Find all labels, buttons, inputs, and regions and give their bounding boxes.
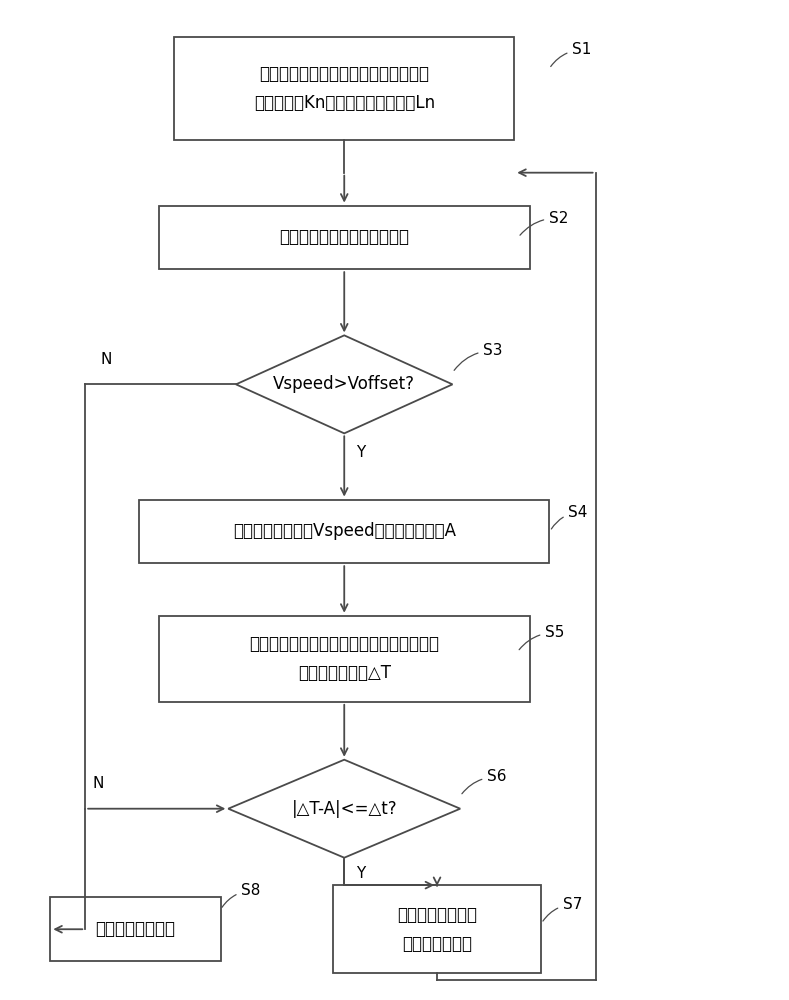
Text: N: N	[93, 776, 104, 791]
Text: Y: Y	[356, 866, 365, 881]
Text: N: N	[101, 352, 112, 367]
Text: S7: S7	[543, 897, 582, 921]
Text: S3: S3	[454, 343, 503, 370]
Bar	[50, 897, 221, 961]
Text: 计算汽车自动空调的吹风模式: 计算汽车自动空调的吹风模式	[279, 228, 409, 246]
Text: 根据发动机的转速Vspeed计算行程增强值A: 根据发动机的转速Vspeed计算行程增强值A	[233, 522, 456, 540]
Text: S8: S8	[222, 883, 261, 907]
Text: Y: Y	[356, 445, 365, 460]
Text: S6: S6	[462, 769, 507, 794]
Bar	[333, 885, 541, 973]
Text: 当前检测的出风温: 当前检测的出风温	[397, 906, 477, 924]
Text: S2: S2	[520, 211, 569, 235]
Text: 计算当前检测的出风温度与上一次检测的出: 计算当前检测的出风温度与上一次检测的出	[249, 635, 439, 653]
Text: 预先设定各吹风模式分别对应的默认模: 预先设定各吹风模式分别对应的默认模	[260, 65, 429, 83]
Bar	[159, 616, 530, 702]
Bar	[174, 37, 514, 140]
Text: |△T-A|<=△t?: |△T-A|<=△t?	[291, 800, 397, 818]
Text: S5: S5	[519, 625, 565, 650]
Text: 度作为出风温度: 度作为出风温度	[402, 935, 472, 953]
Text: S4: S4	[552, 505, 588, 529]
Polygon shape	[228, 760, 460, 858]
Text: 保持当前吹风模式: 保持当前吹风模式	[95, 920, 175, 938]
Text: 风温度的温度差△T: 风温度的温度差△T	[297, 664, 391, 682]
Text: 式风门位置Kn及其对应的迟滞区间Ln: 式风门位置Kn及其对应的迟滞区间Ln	[254, 94, 435, 112]
Text: S1: S1	[551, 42, 592, 67]
Polygon shape	[236, 335, 452, 433]
Bar	[140, 500, 549, 563]
Text: Vspeed>Voffset?: Vspeed>Voffset?	[273, 375, 415, 393]
Bar	[159, 206, 530, 269]
